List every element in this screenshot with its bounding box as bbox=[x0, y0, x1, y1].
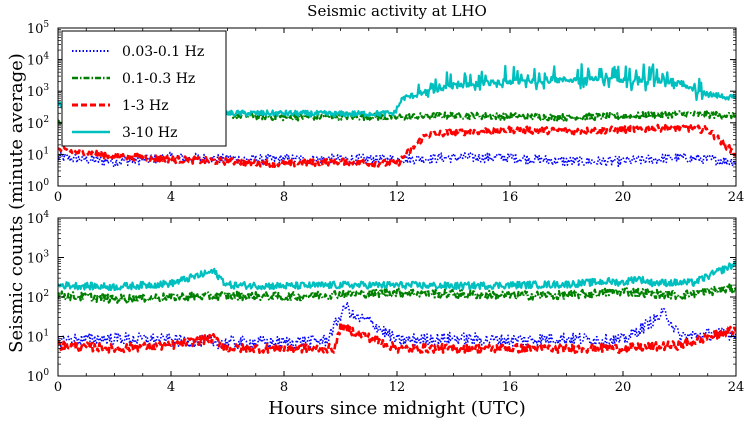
y-tick-label: 102 bbox=[27, 289, 49, 306]
series-group bbox=[58, 260, 736, 354]
x-tick-label: 24 bbox=[728, 190, 745, 205]
y-tick-label: 103 bbox=[27, 250, 50, 267]
x-tick-label: 20 bbox=[615, 190, 632, 205]
series-line-bottom-1 bbox=[58, 283, 736, 304]
x-axis-label: Hours since midnight (UTC) bbox=[268, 398, 526, 419]
panels: 0 4 8 12 16 20 24 100 101 102 103 104 105 0 4 8 12 16 20 24… bbox=[27, 20, 744, 395]
x-tick-label: 4 bbox=[167, 380, 175, 395]
x-tick-label: 4 bbox=[167, 190, 175, 205]
series-line-bottom-3 bbox=[58, 260, 736, 292]
y-tick-label: 105 bbox=[27, 20, 50, 37]
x-tick-label: 0 bbox=[54, 380, 62, 395]
y-tick-label: 100 bbox=[27, 178, 50, 195]
legend-label-1: 0.1-0.3 Hz bbox=[122, 71, 195, 87]
x-tick-label: 24 bbox=[728, 380, 745, 395]
y-tick-label: 104 bbox=[27, 52, 50, 69]
x-tick-label: 16 bbox=[502, 380, 519, 395]
x-tick-label: 0 bbox=[54, 190, 62, 205]
x-tick-label: 12 bbox=[389, 380, 406, 395]
series-line-top-2 bbox=[58, 123, 736, 169]
y-tick-label: 102 bbox=[27, 115, 49, 132]
x-tick-label: 20 bbox=[615, 380, 632, 395]
legend-label-0: 0.03-0.1 Hz bbox=[122, 44, 204, 60]
x-tick-label: 8 bbox=[280, 380, 288, 395]
series-line-bottom-0 bbox=[58, 301, 736, 350]
x-tick-label: 12 bbox=[389, 190, 406, 205]
y-axis-label: Seismic counts (minute average) bbox=[6, 53, 27, 353]
chart-title: Seismic activity at LHO bbox=[307, 2, 487, 20]
legend-label-3: 3-10 Hz bbox=[122, 125, 178, 141]
legend: 0.03-0.1 Hz 0.1-0.3 Hz 1-3 Hz 3-10 Hz bbox=[61, 30, 227, 147]
y-tick-label: 100 bbox=[27, 368, 50, 385]
x-tick-label: 8 bbox=[280, 190, 288, 205]
x-tick-label: 16 bbox=[502, 190, 519, 205]
panel-top: 0 4 8 12 16 20 24 100 101 102 103 104 105 bbox=[27, 20, 744, 205]
y-tick-label: 101 bbox=[27, 146, 49, 163]
y-tick-label: 101 bbox=[27, 329, 49, 346]
legend-label-2: 1-3 Hz bbox=[122, 98, 169, 114]
y-tick-label: 104 bbox=[27, 210, 50, 227]
legend-box bbox=[61, 30, 227, 147]
series-line-bottom-2 bbox=[58, 320, 736, 354]
y-tick-label: 103 bbox=[27, 83, 50, 100]
panel-bottom: 0 4 8 12 16 20 24 100 101 102 103 104 bbox=[27, 210, 744, 395]
